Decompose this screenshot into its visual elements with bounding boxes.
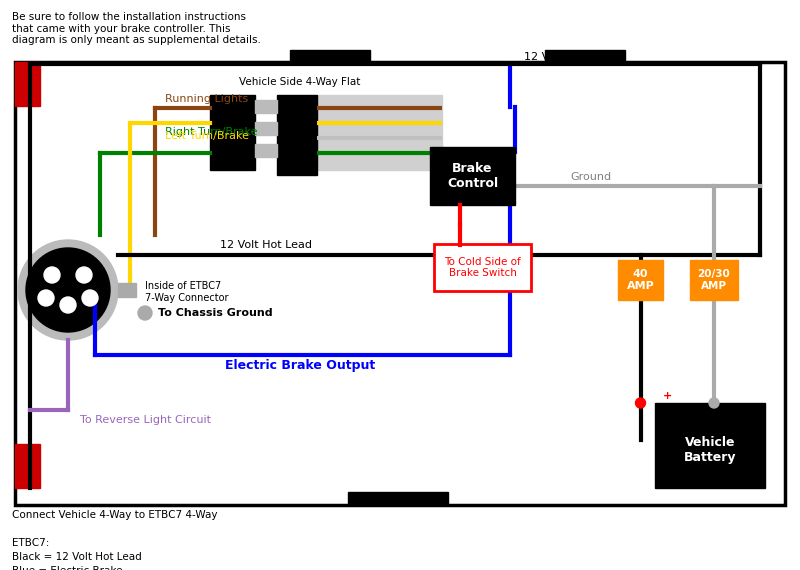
Bar <box>210 95 255 170</box>
Circle shape <box>709 398 719 408</box>
Text: To Reverse Light Circuit: To Reverse Light Circuit <box>80 415 211 425</box>
Circle shape <box>76 267 92 283</box>
Text: To Chassis Ground: To Chassis Ground <box>158 308 273 318</box>
Bar <box>618 260 663 300</box>
Text: Be sure to follow the installation instructions
that came with your brake contro: Be sure to follow the installation instr… <box>12 12 261 45</box>
Bar <box>255 100 277 113</box>
Text: Brake
Control: Brake Control <box>447 162 498 190</box>
FancyBboxPatch shape <box>434 244 531 291</box>
Circle shape <box>82 290 98 306</box>
Circle shape <box>44 267 60 283</box>
Circle shape <box>26 248 110 332</box>
Bar <box>690 260 738 300</box>
Text: To Cold Side of
Brake Switch: To Cold Side of Brake Switch <box>444 256 521 278</box>
Bar <box>317 95 442 170</box>
Bar <box>15 62 785 505</box>
Text: Left Turn/Brake: Left Turn/Brake <box>165 131 249 141</box>
Circle shape <box>635 398 646 408</box>
Circle shape <box>18 240 118 340</box>
Circle shape <box>60 297 76 313</box>
Bar <box>277 95 317 175</box>
Text: -: - <box>751 391 755 401</box>
Bar <box>430 147 515 205</box>
Bar <box>290 50 370 64</box>
Text: 40
AMP: 40 AMP <box>626 269 654 291</box>
Bar <box>655 403 765 488</box>
Bar <box>118 283 136 297</box>
Circle shape <box>138 306 152 320</box>
Text: 20/30
AMP: 20/30 AMP <box>698 269 730 291</box>
Bar <box>255 144 277 157</box>
Bar <box>545 50 625 64</box>
Text: Connect Vehicle 4-Way to ETBC7 4-Way

ETBC7:
Black = 12 Volt Hot Lead
Blue = Ele: Connect Vehicle 4-Way to ETBC7 4-Way ETB… <box>12 510 218 570</box>
Bar <box>15 444 40 488</box>
Circle shape <box>38 290 54 306</box>
Text: Ground: Ground <box>570 172 611 182</box>
Text: Inside of ETBC7
7-Way Connector: Inside of ETBC7 7-Way Connector <box>145 281 229 303</box>
Text: Right Turn/Brake: Right Turn/Brake <box>165 127 258 137</box>
Text: Running Lights: Running Lights <box>165 94 248 104</box>
Text: 12 Volt Hot Lead: 12 Volt Hot Lead <box>524 52 616 62</box>
Text: Vehicle
Battery: Vehicle Battery <box>684 437 736 465</box>
Bar <box>15 62 40 106</box>
Text: Electric Brake Output: Electric Brake Output <box>225 359 375 372</box>
Text: 12 Volt Hot Lead: 12 Volt Hot Lead <box>220 240 312 250</box>
Bar <box>348 492 448 505</box>
Text: Vehicle Side 4-Way Flat: Vehicle Side 4-Way Flat <box>239 77 361 87</box>
Text: +: + <box>662 391 672 401</box>
Bar <box>255 122 277 135</box>
